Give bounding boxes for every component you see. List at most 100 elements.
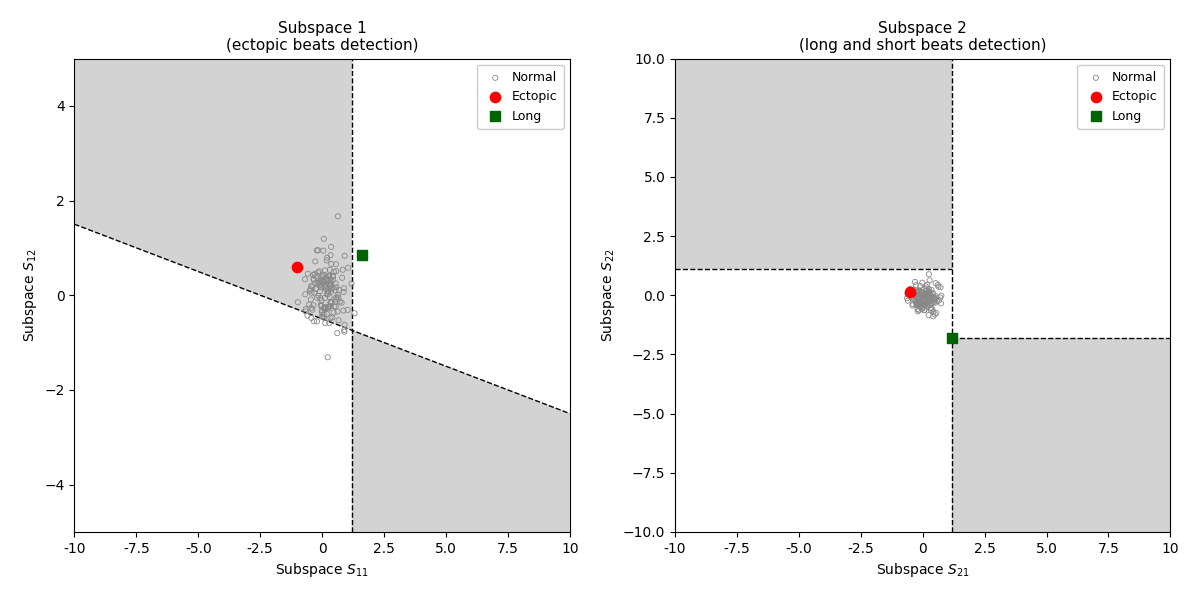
Normal — [312, 307, 331, 317]
Normal — [910, 294, 929, 304]
Normal — [929, 282, 948, 292]
Normal — [317, 272, 336, 282]
Normal — [335, 320, 354, 330]
Normal — [916, 301, 935, 310]
Title: Subspace 1
(ectopic beats detection): Subspace 1 (ectopic beats detection) — [226, 21, 419, 53]
Normal — [317, 310, 336, 319]
Normal — [322, 287, 341, 296]
Normal — [296, 307, 316, 316]
Normal — [326, 295, 346, 304]
Normal — [913, 289, 932, 298]
Normal — [918, 289, 937, 298]
Normal — [900, 284, 919, 294]
Normal — [922, 289, 941, 298]
Normal — [313, 312, 332, 322]
Normal — [329, 316, 348, 325]
Normal — [324, 308, 343, 317]
Normal — [314, 313, 334, 322]
Normal — [322, 284, 341, 294]
Normal — [329, 293, 348, 302]
Normal — [318, 290, 337, 299]
Normal — [931, 291, 950, 301]
Normal — [312, 312, 331, 322]
Normal — [920, 291, 940, 301]
Normal — [326, 283, 346, 292]
Normal — [902, 286, 922, 296]
Normal — [910, 305, 929, 315]
Normal — [898, 293, 917, 303]
Normal — [296, 304, 316, 314]
Normal — [919, 297, 938, 307]
Normal — [926, 308, 946, 318]
Normal — [305, 269, 324, 278]
X-axis label: Subspace $S_{21}$: Subspace $S_{21}$ — [876, 561, 970, 579]
Normal — [324, 267, 343, 277]
Normal — [320, 298, 340, 307]
Normal — [301, 281, 320, 291]
Normal — [931, 299, 950, 308]
Normal — [300, 300, 319, 310]
Normal — [908, 293, 928, 302]
Normal — [911, 287, 930, 296]
Normal — [914, 305, 934, 314]
Normal — [904, 285, 923, 295]
Normal — [329, 285, 348, 295]
Normal — [334, 306, 353, 316]
Normal — [318, 253, 337, 263]
Normal — [312, 301, 331, 311]
Normal — [926, 293, 946, 303]
Normal — [301, 295, 320, 304]
Normal — [318, 275, 337, 284]
Normal — [328, 328, 347, 338]
Normal — [322, 259, 341, 269]
Normal — [925, 295, 944, 304]
Normal — [314, 234, 334, 244]
Normal — [313, 246, 332, 256]
Normal — [326, 302, 346, 311]
Normal — [329, 290, 348, 300]
Normal — [301, 284, 320, 294]
Normal — [914, 296, 934, 306]
Normal — [304, 301, 323, 310]
Normal — [913, 278, 932, 287]
Normal — [914, 291, 934, 301]
Normal — [330, 297, 349, 307]
Normal — [913, 290, 932, 300]
Normal — [306, 272, 325, 281]
Normal — [918, 301, 937, 311]
Normal — [905, 295, 924, 304]
Normal — [918, 280, 937, 290]
Normal — [920, 300, 940, 310]
Legend: Normal, Ectopic, Long: Normal, Ectopic, Long — [1078, 65, 1164, 129]
Normal — [929, 280, 948, 290]
Normal — [901, 292, 920, 302]
Normal — [911, 299, 930, 309]
Normal — [326, 286, 346, 295]
Normal — [914, 300, 934, 310]
Normal — [913, 290, 932, 299]
Normal — [311, 300, 330, 310]
Normal — [911, 296, 930, 306]
Normal — [312, 277, 331, 286]
Normal — [914, 294, 934, 304]
Normal — [914, 295, 934, 305]
Normal — [311, 286, 330, 296]
Normal — [916, 290, 935, 299]
Normal — [314, 282, 334, 292]
Normal — [917, 281, 936, 291]
Normal — [308, 268, 328, 277]
Normal — [906, 290, 925, 299]
Normal — [920, 290, 940, 300]
Normal — [334, 287, 353, 297]
Normal — [907, 299, 926, 308]
Normal — [912, 301, 931, 311]
Normal — [308, 245, 328, 255]
Normal — [328, 307, 347, 316]
Normal — [332, 298, 352, 307]
Normal — [907, 300, 926, 310]
Normal — [300, 286, 319, 295]
Normal — [926, 298, 946, 307]
Normal — [924, 311, 943, 321]
Normal — [318, 287, 337, 296]
Normal — [917, 297, 936, 307]
